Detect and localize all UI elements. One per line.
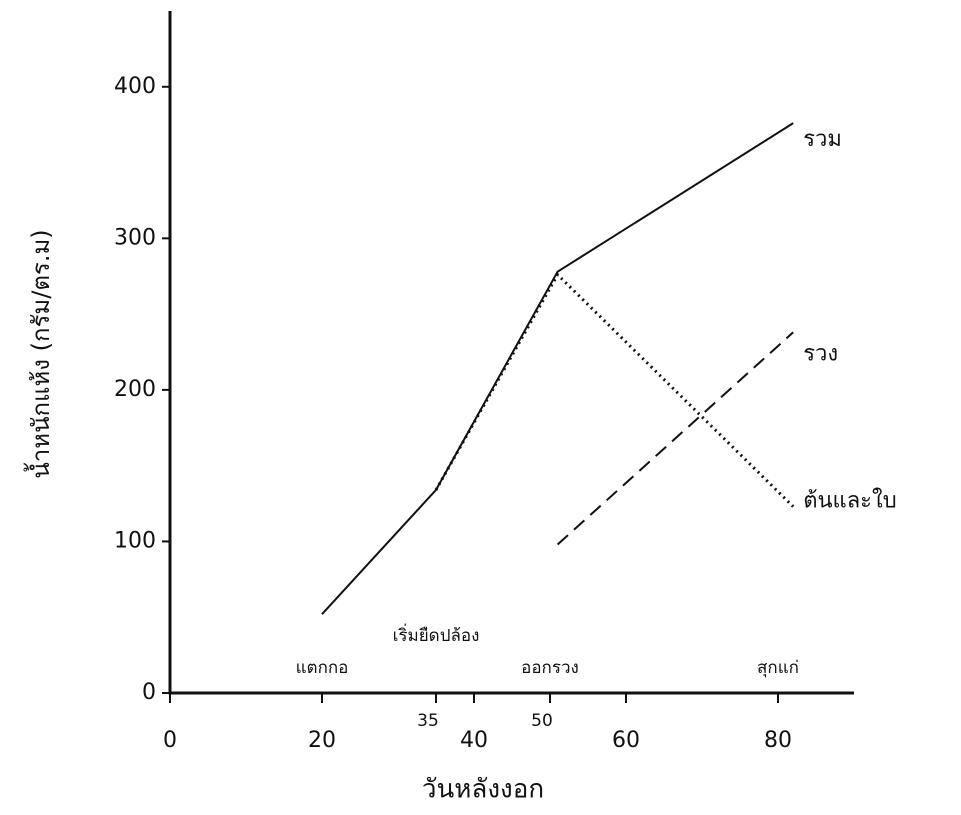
- y-axis-label: น้ำหนักแห้ง (กรัม/ตร.ม): [23, 229, 55, 478]
- y-tick-label: 0: [142, 680, 156, 705]
- y-tick-label: 100: [114, 528, 156, 553]
- y-tick-label: 300: [114, 225, 156, 250]
- x-tick-label: 0: [163, 728, 177, 753]
- x-tick-minor-label: 35: [417, 711, 439, 731]
- stage-annotation: เริ่มยืดปล้อง: [393, 623, 480, 646]
- y-tick-label: 400: [114, 74, 156, 99]
- y-tick-label: 200: [114, 377, 156, 402]
- chart: วันหลังงอก น้ำหนักแห้ง (กรัม/ตร.ม) 0 100 2…: [0, 0, 961, 815]
- series-label: ต้นและใบ: [803, 488, 897, 514]
- x-axis-label: วันหลังงอก: [422, 775, 544, 805]
- series-line: [558, 332, 794, 544]
- x-tick-label: 20: [308, 728, 336, 753]
- stage-annotation: ออกรวง: [521, 658, 579, 678]
- series-line: [322, 123, 793, 614]
- x-tick-label: 40: [460, 728, 488, 753]
- series-label: รวม: [803, 127, 842, 152]
- stage-annotation: แตกกอ: [296, 658, 349, 678]
- stage-annotation: สุกแก่: [757, 658, 799, 678]
- x-tick-label: 60: [612, 728, 640, 753]
- series-label: รวง: [803, 341, 838, 366]
- x-tick-minor-label: 50: [531, 711, 553, 731]
- x-tick-label: 80: [764, 728, 792, 753]
- series-line: [436, 275, 793, 507]
